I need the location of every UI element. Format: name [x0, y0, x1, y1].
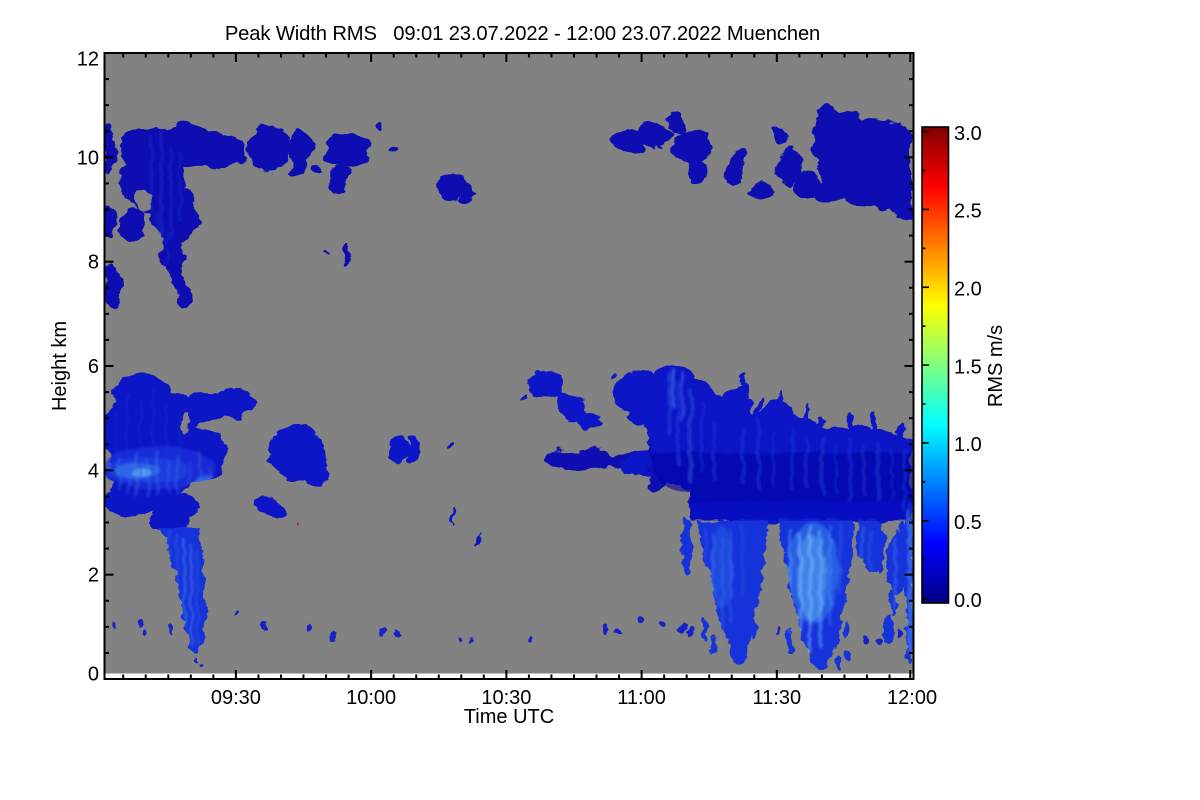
- svg-text:0.5: 0.5: [954, 512, 982, 534]
- svg-text:Height km: Height km: [49, 321, 71, 411]
- svg-text:2: 2: [88, 565, 99, 587]
- svg-text:0: 0: [88, 664, 99, 686]
- svg-text:Time UTC: Time UTC: [464, 706, 554, 728]
- svg-text:RMS m/s: RMS m/s: [985, 325, 1007, 407]
- svg-text:12: 12: [77, 49, 99, 71]
- svg-text:2.0: 2.0: [954, 278, 982, 300]
- svg-text:09:30: 09:30: [211, 687, 261, 709]
- svg-text:3.0: 3.0: [954, 123, 982, 145]
- svg-text:11:30: 11:30: [753, 687, 802, 709]
- svg-text:10:30: 10:30: [481, 687, 531, 709]
- svg-text:12:00: 12:00: [887, 687, 937, 709]
- svg-text:2.5: 2.5: [954, 201, 982, 223]
- svg-text:1.5: 1.5: [954, 356, 982, 378]
- svg-text:0.0: 0.0: [954, 590, 982, 612]
- svg-text:1.0: 1.0: [954, 434, 982, 456]
- svg-text:10:00: 10:00: [346, 687, 396, 709]
- svg-text:8: 8: [88, 252, 99, 274]
- svg-text:4: 4: [88, 460, 99, 482]
- svg-text:11:00: 11:00: [617, 687, 666, 709]
- svg-text:Peak Width RMS 09:01 23.07.2: Peak Width RMS 09:01 23.07.2022 - 12:00 …: [225, 23, 820, 45]
- svg-text:6: 6: [88, 356, 99, 378]
- svg-text:10: 10: [77, 147, 99, 169]
